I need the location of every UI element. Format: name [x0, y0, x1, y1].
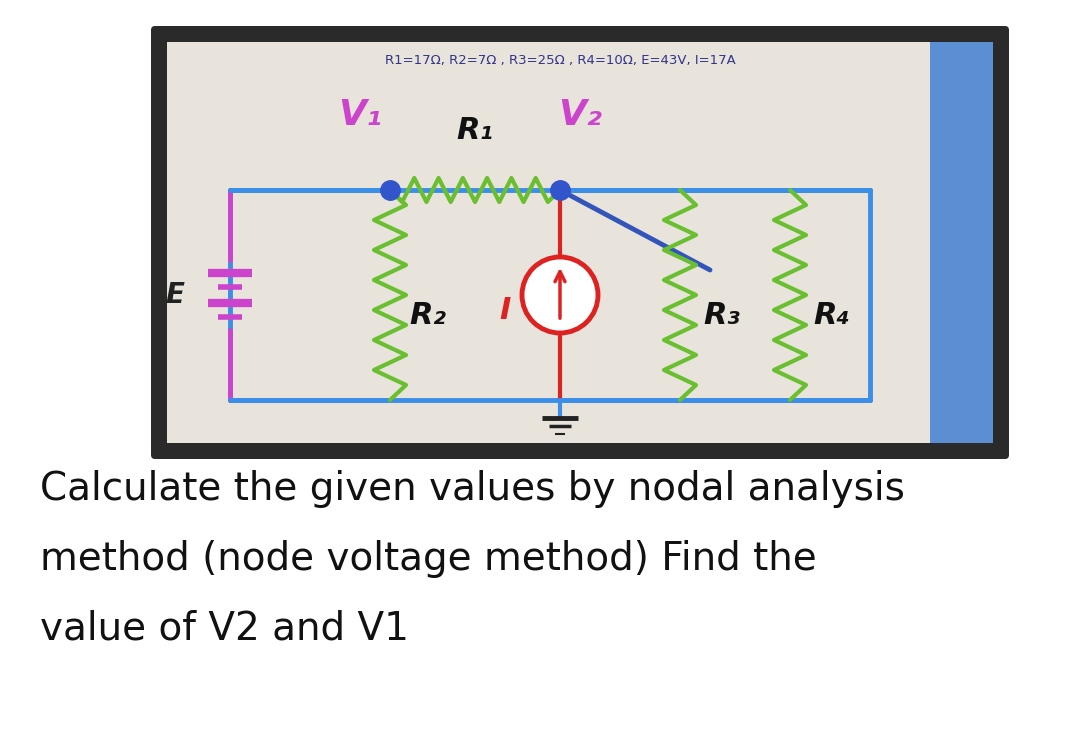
Bar	[930, 42, 993, 443]
Text: R₃: R₃	[703, 300, 741, 330]
Text: value of V2 and V1: value of V2 and V1	[40, 610, 409, 648]
Text: R₁: R₁	[457, 115, 494, 144]
Text: I: I	[499, 295, 511, 324]
Text: R1=17Ω, R2=7Ω , R3=25Ω , R4=10Ω, E=43V, I=17A: R1=17Ω, R2=7Ω , R3=25Ω , R4=10Ω, E=43V, …	[384, 53, 735, 66]
Text: method (node voltage method) Find the: method (node voltage method) Find the	[40, 540, 816, 578]
Text: E: E	[165, 281, 185, 309]
Text: V₂: V₂	[558, 98, 602, 132]
Text: Calculate the given values by nodal analysis: Calculate the given values by nodal anal…	[40, 470, 905, 508]
Text: V₁: V₁	[338, 98, 382, 132]
Text: R₄: R₄	[813, 300, 850, 330]
Circle shape	[522, 257, 598, 333]
FancyBboxPatch shape	[151, 26, 1009, 459]
Bar	[167, 42, 930, 443]
Text: R₂: R₂	[409, 300, 446, 330]
